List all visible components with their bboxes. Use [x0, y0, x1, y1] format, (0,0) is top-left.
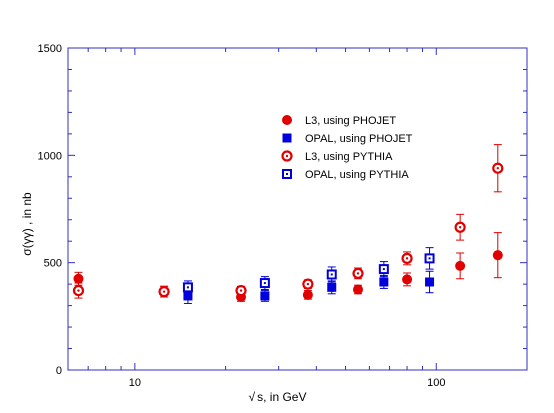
data-point	[379, 277, 389, 287]
plot-frame	[67, 47, 528, 371]
data-point	[259, 278, 270, 289]
data-point	[326, 269, 337, 280]
data-point	[353, 284, 364, 295]
data-point	[424, 253, 435, 264]
data-point-dot	[356, 272, 360, 275]
legend-marker-dot	[285, 154, 289, 158]
data-point	[72, 284, 85, 297]
data-point	[302, 289, 313, 300]
data-point	[302, 278, 314, 290]
data-point	[401, 252, 413, 264]
legend-label: L3, using PYTHIA	[305, 151, 393, 163]
data-point	[158, 286, 170, 298]
legend-entry-1: OPAL, using PHOJET	[282, 133, 413, 145]
axes	[67, 47, 528, 371]
y-tick-label: 500	[44, 258, 62, 270]
data-point	[182, 282, 193, 293]
data-point-dot	[382, 268, 385, 271]
data-point	[183, 291, 193, 301]
legend-label: OPAL, using PYTHIA	[305, 169, 409, 181]
data-point	[378, 264, 389, 275]
y-axis-label: σ(γγ) , in nb	[20, 192, 34, 256]
x-tick-label: 10	[129, 377, 141, 389]
series-0	[73, 232, 503, 303]
data-point	[455, 260, 466, 271]
legend-entry-2: L3, using PYTHIA	[281, 150, 393, 163]
legend-marker	[281, 150, 293, 162]
data-point-dot	[496, 167, 499, 170]
y-tick-label: 0	[56, 365, 62, 377]
data-point	[260, 291, 270, 301]
data-point	[235, 284, 247, 297]
legend-marker	[282, 169, 292, 179]
data-point-dot	[428, 257, 431, 260]
series-2	[72, 144, 504, 299]
legend-label: L3, using PHOJET	[305, 115, 396, 127]
legend-marker	[282, 133, 292, 143]
y-tick-label: 1000	[38, 150, 62, 162]
data-point	[425, 277, 435, 287]
series-3	[182, 247, 435, 295]
data-point-dot	[162, 290, 166, 293]
legend-marker	[282, 115, 292, 125]
data-point-dot	[458, 226, 462, 229]
data-point	[352, 267, 364, 279]
data-point	[402, 274, 413, 285]
data-point-dot	[330, 273, 333, 276]
x-axis-label-text: s, in GeV	[257, 390, 306, 404]
data-point-dot	[263, 282, 266, 285]
data-point	[492, 162, 504, 174]
data-point	[327, 282, 337, 292]
x-tick-label: 100	[427, 377, 445, 389]
data-point-dot	[77, 289, 80, 292]
data-point	[73, 273, 84, 284]
data-point-dot	[405, 257, 409, 260]
legend-entry-3: OPAL, using PYTHIA	[282, 169, 409, 181]
x-axis-label: √ s, in GeV	[249, 390, 307, 404]
data-point-dot	[239, 289, 243, 292]
data-point	[492, 250, 503, 261]
legend: L3, using PHOJET OPAL, using PHOJET L3, us…	[281, 115, 413, 181]
y-tick-label: 1500	[38, 43, 62, 55]
legend-entry-0: L3, using PHOJET	[282, 115, 396, 127]
data-point-dot	[186, 286, 189, 289]
data-marks	[72, 144, 504, 304]
x-axis-label-root: √	[249, 390, 256, 404]
data-point	[454, 221, 466, 233]
data-point-dot	[306, 282, 310, 286]
legend-marker-dot	[286, 173, 288, 175]
legend-label: OPAL, using PHOJET	[305, 133, 413, 145]
ticks: 0 500 1000 1500 10 100	[38, 43, 528, 389]
